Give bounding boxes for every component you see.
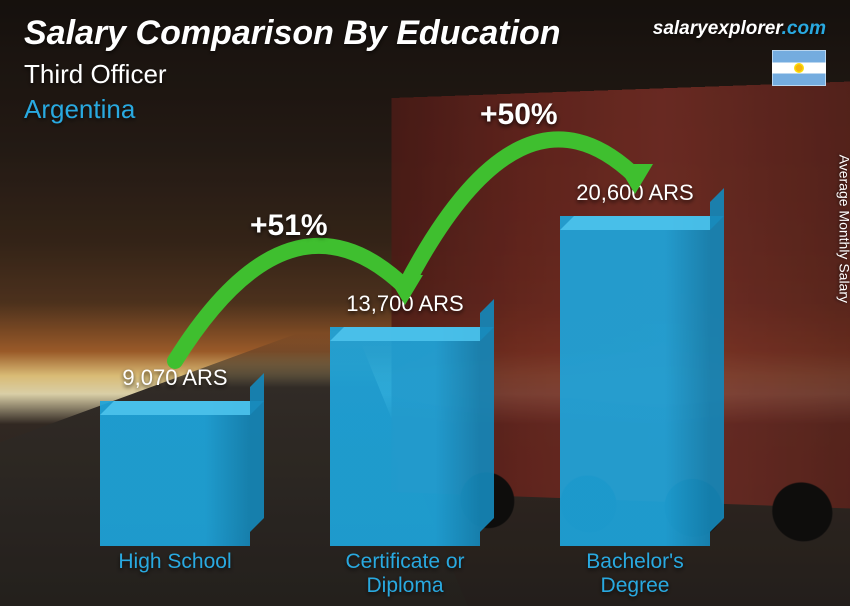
watermark: salaryexplorer.com xyxy=(653,18,826,40)
x-label-2: Bachelor'sDegree xyxy=(545,550,725,600)
bar-value-0: 9,070 ARS xyxy=(122,365,227,391)
bar-value-1: 13,700 ARS xyxy=(346,291,463,317)
chart-subtitle: Third Officer xyxy=(24,59,826,90)
bar-shape-2 xyxy=(560,216,710,546)
bar-2: 20,600 ARS xyxy=(560,180,710,546)
bar-shape-1 xyxy=(330,327,480,546)
bar-shape-0 xyxy=(100,401,250,546)
x-label-1: Certificate orDiploma xyxy=(315,550,495,600)
bar-chart: 9,070 ARS 13,700 ARS 20,600 ARS xyxy=(60,116,750,546)
flag-sun-icon xyxy=(794,63,804,73)
y-axis-label: Average Monthly Salary xyxy=(836,155,850,303)
bar-1: 13,700 ARS xyxy=(330,291,480,546)
x-axis-labels: High School Certificate orDiploma Bachelor… xyxy=(60,550,750,600)
flag-argentina xyxy=(772,50,826,86)
watermark-suffix: .com xyxy=(782,18,826,39)
bar-0: 9,070 ARS xyxy=(100,365,250,546)
x-label-0: High School xyxy=(85,550,265,600)
bar-value-2: 20,600 ARS xyxy=(576,180,693,206)
watermark-brand: salaryexplorer xyxy=(653,18,782,39)
